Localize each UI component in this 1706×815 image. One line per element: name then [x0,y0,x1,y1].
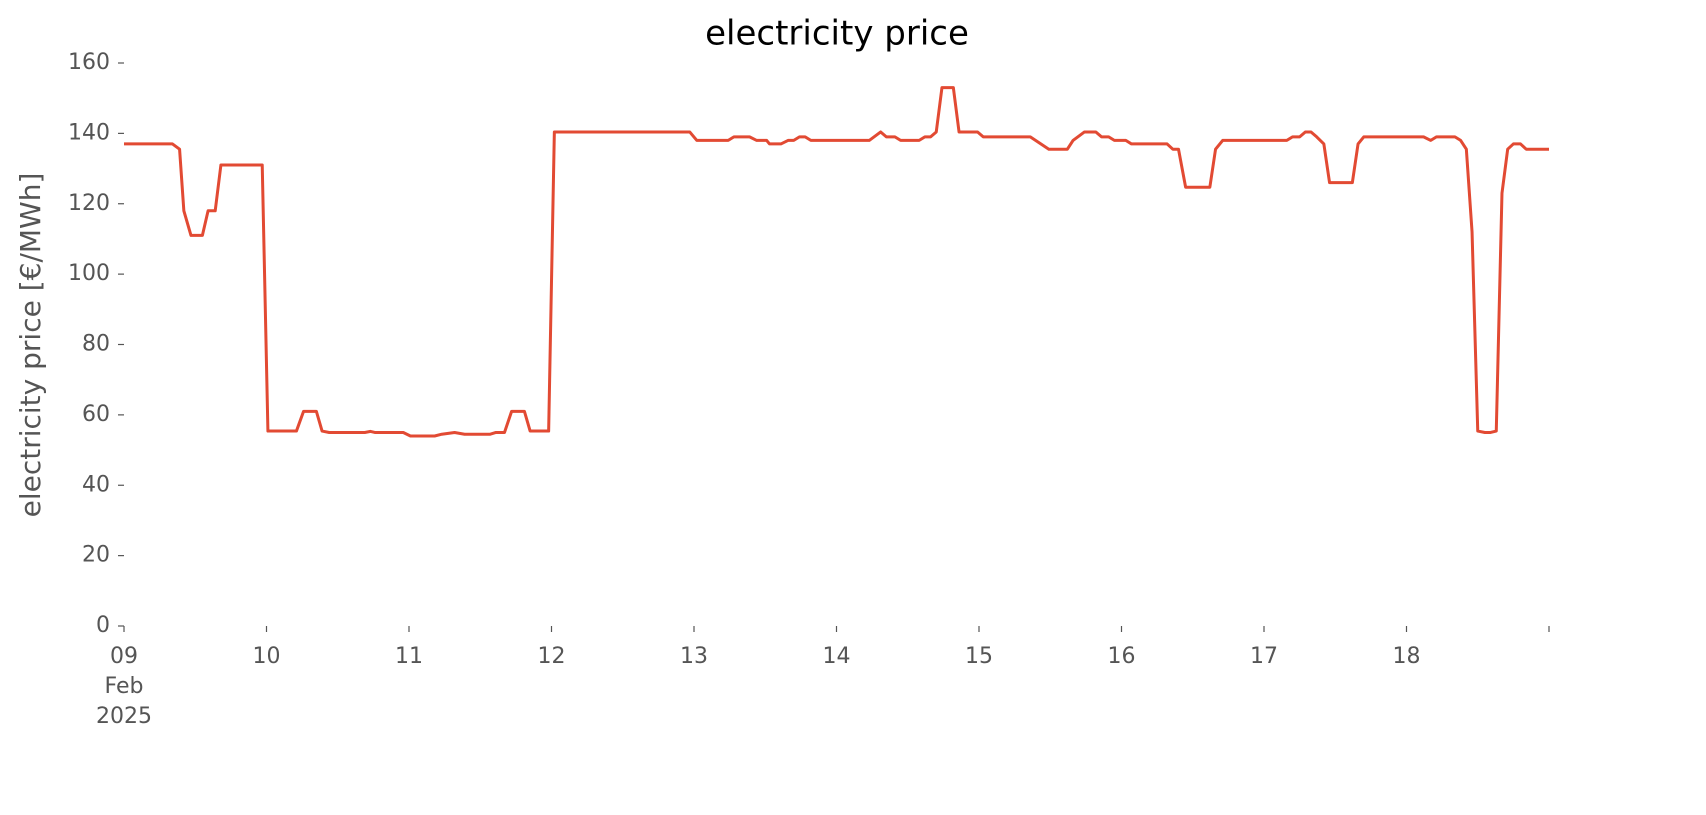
y-tick-label: 120 [68,191,110,216]
y-tick-label: 140 [68,120,110,145]
y-tick-label: 40 [82,472,110,497]
x-tick-label: 12 [538,644,566,669]
y-tick-label: 60 [82,402,110,427]
x-tick-label: 09 Feb 2025 [96,644,152,729]
x-tick-label: 10 [253,644,281,669]
y-tick-label: 0 [96,613,110,638]
y-axis-label: electricity price [€/MWh] [14,173,47,518]
x-tick-label: 18 [1393,644,1421,669]
x-tick-label: 14 [823,644,851,669]
y-tick-label: 80 [82,332,110,357]
y-tick-label: 20 [82,543,110,568]
x-tick-label: 13 [680,644,708,669]
x-tick-label: 11 [395,644,423,669]
y-tick-label: 100 [68,261,110,286]
x-tick-label: 16 [1108,644,1136,669]
x-tick-label: 17 [1250,644,1278,669]
price-line [124,86,1549,438]
y-tick-label: 160 [68,50,110,75]
x-tick-label: 15 [965,644,993,669]
chart-title: electricity price [705,14,969,54]
